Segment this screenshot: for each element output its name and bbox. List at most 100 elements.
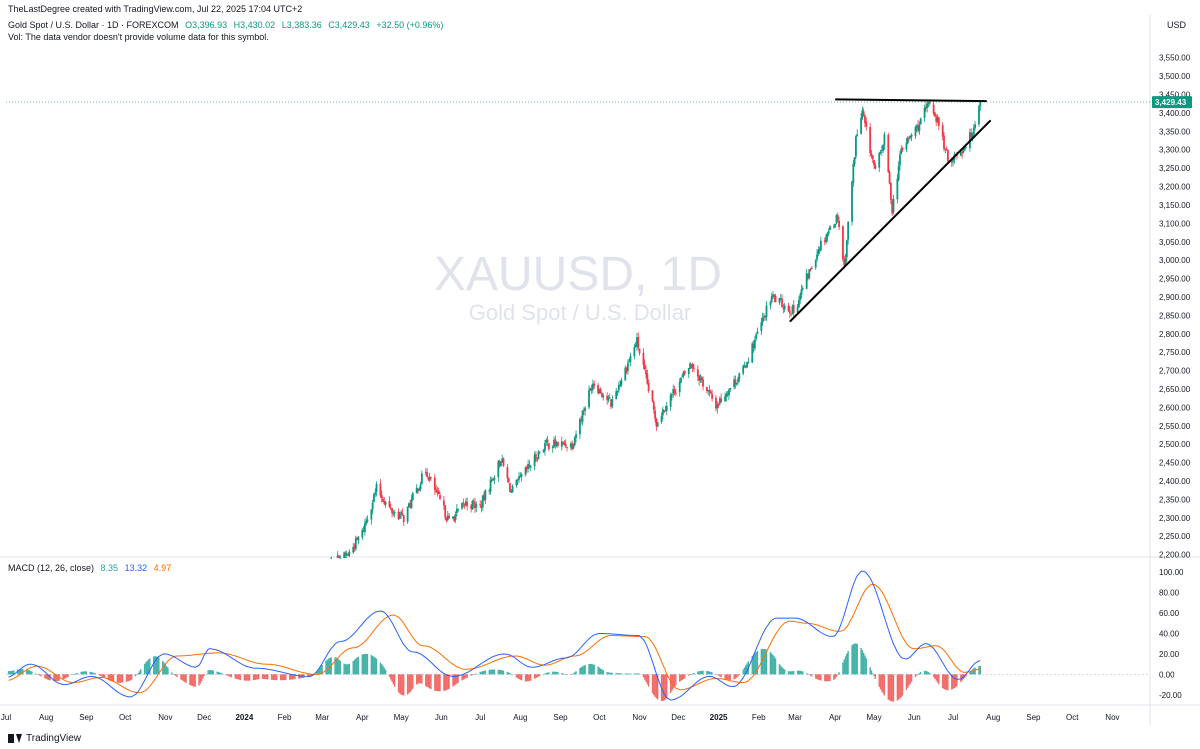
macd-hist-bar [419,674,422,684]
candle [763,312,765,321]
macd-hist-bar [510,673,512,675]
macd-hist-bar [808,674,810,675]
macd-hist-bar [55,674,58,682]
macd-hist-bar [566,674,568,675]
macd-hist-bar [780,665,782,675]
macd-hist-bar [364,653,366,675]
macd-hist-bar [466,674,468,678]
macd-hist-bar [527,674,529,682]
candle [580,415,583,424]
macd-hist-bar [92,672,94,675]
macd-axis[interactable]: 100.00 80.00 60.00 40.00 20.00 0.00 -20.00 [1159,568,1184,700]
macd-hist-bar [891,674,893,702]
candle [646,369,649,385]
macd-hist-bar [935,674,937,681]
macd-hist-bar [110,674,112,682]
macd-hist-bar [463,674,466,679]
macd-hist-bar [317,669,319,675]
time-tick-label: Aug [513,713,527,722]
macd-hist-bar [171,672,173,675]
macd-hist-bar [281,674,283,681]
currency-label[interactable]: USD [1166,20,1186,30]
candle [397,508,400,521]
candle [733,375,736,390]
macd-hist-bar [973,668,975,675]
macd-hist-bar [445,674,448,691]
macd-hist-bar [583,665,585,675]
macd-hist-bar [817,674,820,680]
candle [796,303,799,314]
macd-hist-bar [181,674,183,681]
candle [384,500,387,508]
trendlines[interactable] [789,98,992,323]
candle [927,101,930,108]
macd-hist-bar [834,674,836,679]
candle [792,300,795,318]
candle [909,135,912,140]
candle [883,131,886,150]
macd-hist-bar [562,673,564,675]
macd-hist-bar [291,674,294,680]
macd-hist-bar [164,664,167,675]
macd-hist-bar [546,672,549,675]
macd-hist-bar [720,674,722,678]
macd-hist-bar [856,643,858,675]
price-axis[interactable]: 3,550.00 3,500.00 3,450.00 3,400.00 3,350.00… [1159,54,1191,560]
candle [807,273,809,281]
macd-hist-bar [743,667,746,675]
candle [718,396,721,406]
macd-hist-bar [654,674,656,697]
macd-hist-bar [625,673,628,675]
candle [887,132,890,173]
candle [726,390,729,398]
time-tick-label: Mar [315,713,329,722]
macd-hist-bar [35,673,37,675]
macd-hist-bar [118,674,120,683]
candle [524,466,527,477]
candle [353,543,356,552]
macd-hist-bar [838,672,840,675]
macd-hist-bar [412,674,414,689]
macd-hist-bar [878,674,880,687]
candle [599,387,602,394]
macd-hist-bar [379,662,382,675]
macd-hist-bar [247,674,249,681]
candle [339,555,342,559]
macd-hist-bar [248,674,251,681]
tradingview-logo[interactable]: TradingView [8,733,81,744]
candle [624,365,627,381]
macd-hist-bar [352,661,354,675]
candle [601,392,603,399]
macd-hist-bar [475,673,477,675]
candle [500,460,502,467]
candle [725,391,728,402]
macd-hist-bar [180,674,182,680]
price-tick-label: 2,350.00 [1159,495,1191,504]
close-value: C3,429.43 [328,20,370,30]
macd-hist-bar [533,674,536,679]
candle [747,357,750,364]
macd-hist-bar [581,666,584,675]
candle [717,402,720,408]
macd-hist-bar [235,674,238,679]
macd-hist-bar [606,671,608,675]
macd-hist-bar [417,674,419,684]
time-tick-label: Oct [593,713,606,722]
macd-hist-bar [809,674,812,676]
macd-hist-bar [746,663,748,675]
price-tick-label: 2,200.00 [1159,551,1191,560]
candle [945,146,948,151]
symbol-name[interactable]: Gold Spot / U.S. Dollar · 1D · FOREXCOM [8,20,179,30]
candle [366,515,369,524]
candle [897,161,900,182]
macd-title[interactable]: MACD (12, 26, close) [8,563,95,573]
macd-hist-bar [925,670,927,675]
macd-tick-label: 0.00 [1159,670,1175,679]
macd-hist-bar [335,657,338,675]
time-axis[interactable]: Jul Aug Sep Oct Nov Dec 2024 Feb Mar Apr May Jun Jul… [1,713,1120,722]
price-tick-label: 2,750.00 [1159,348,1191,357]
time-tick-label: Aug [39,713,53,722]
candle [400,510,403,519]
macd-hist-bar [837,674,839,675]
